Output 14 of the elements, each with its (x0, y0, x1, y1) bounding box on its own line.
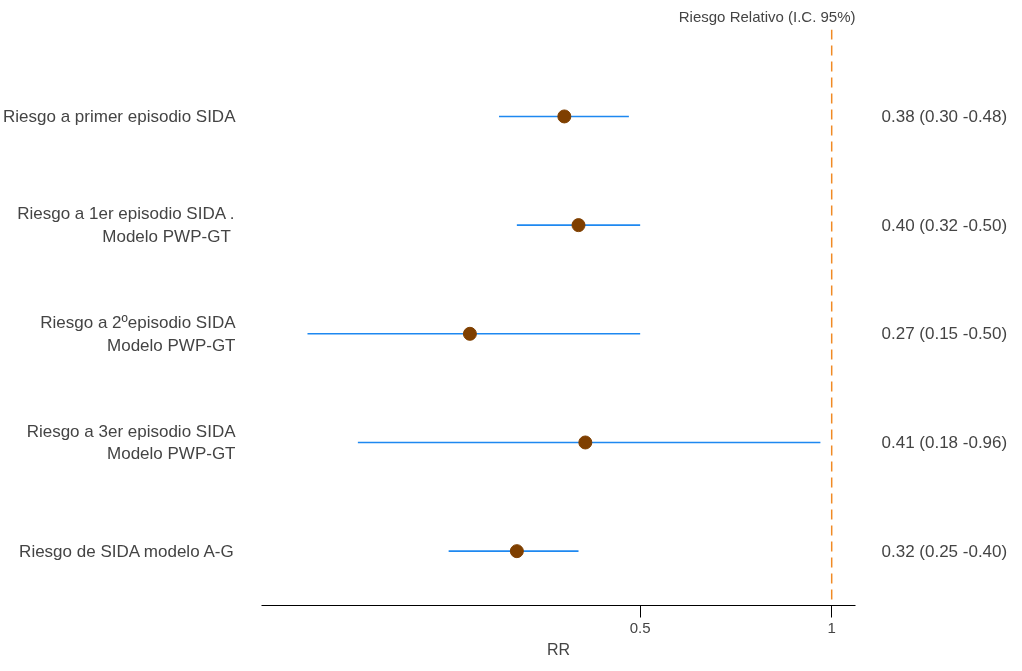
data-label: 0.32 (0.25 -0.40) (881, 541, 1008, 561)
data-label: 0.38 (0.30 -0.48) (881, 106, 1008, 126)
y-tick-label: Riesgo a 1er episodio SIDA . Modelo PWP-GT (17, 204, 235, 247)
y-tick-label: Riesgo a 2ºepisodio SIDA Modelo PWP-GT (40, 312, 237, 355)
y-tick-label: Riesgo de SIDA modelo A-G (19, 541, 234, 561)
x-tick-label: 0.5 (629, 618, 651, 636)
x-axis-title: RR (546, 640, 571, 658)
data-label: 0.27 (0.15 -0.50) (881, 324, 1008, 344)
text: Riesgo Relativo (I.C. 95%) (678, 7, 856, 25)
x-tick-label: 1 (827, 618, 836, 636)
y-tick-label: Riesgo a primer episodio SIDA (3, 106, 237, 126)
y-tick-label: Riesgo a 3er episodio SIDA Modelo PWP-GT (26, 421, 237, 464)
data-label: 0.41 (0.18 -0.96) (881, 432, 1008, 452)
data-label: 0.40 (0.32 -0.50) (881, 215, 1008, 235)
